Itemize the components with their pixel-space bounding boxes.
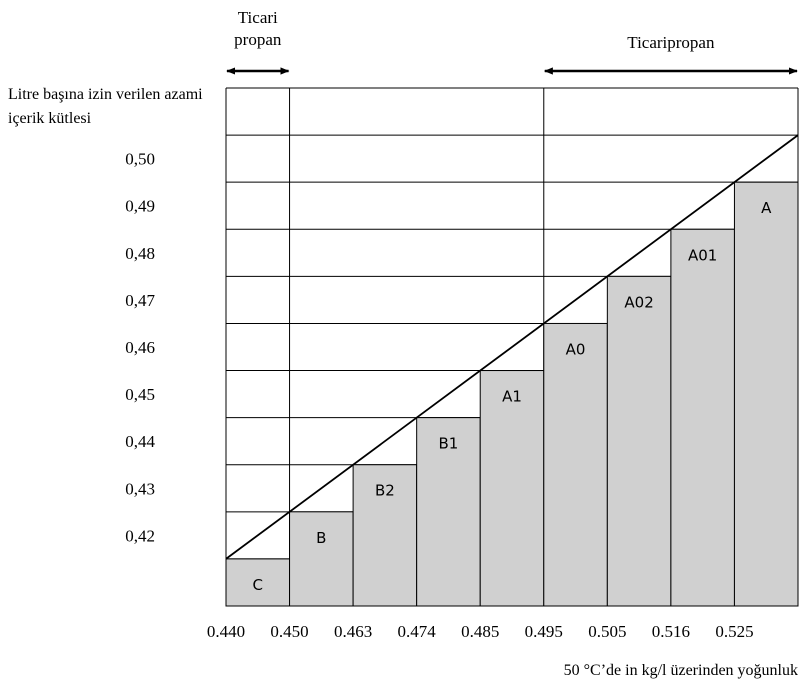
y-tick-label: 0,44 [125,432,155,451]
bars: C B B2 B1 A1 A0 A02 A01 A [225,181,799,607]
x-tick-label: 0.495 [525,622,563,641]
bar-a1 [479,370,545,607]
x-tick-label: 0.525 [715,622,753,641]
y-tick-label: 0,49 [125,197,155,216]
bar-label-a02: A02 [624,293,653,311]
bar-label-b1: B1 [439,435,459,453]
bar-label-b2: B2 [375,482,395,500]
y-tick-label: 0,50 [125,150,155,169]
plot-frame [225,87,799,607]
range-label: Ticari [238,8,278,27]
y-tick-label: 0,43 [125,479,155,498]
y-tick-label: 0,47 [125,291,155,310]
bar-label-b: B [316,529,326,547]
x-tick-label: 0.463 [334,622,372,641]
x-tick-label: 0.516 [652,622,690,641]
bar-label-c: C [253,576,263,594]
range-arrows: Ticaripropan Ticaripropan [226,8,798,75]
y-axis-title: Litre başına izin verilen azami içerik kü… [8,86,203,127]
x-tick-label: 0.440 [207,622,245,641]
bar-a [733,181,799,607]
bar-label-a: A [761,199,772,217]
bar-a02 [606,275,672,607]
labels: 0,50 0,49 0,48 0,47 0,46 0,45 0,44 0,43 0,42 0.44… [8,86,798,679]
bar-b [289,511,354,607]
range-label: propan [234,30,282,49]
bar-label-a0: A0 [566,340,586,358]
x-tick-label: 0.485 [461,622,499,641]
bar-a0 [543,322,608,607]
y-tick-label: 0,46 [125,338,155,357]
x-tick-label: 0.474 [398,622,437,641]
bar-a01 [670,228,735,607]
diagonal-line [225,134,799,560]
bar-label-a01: A01 [688,246,717,264]
x-tick-label: 0.450 [270,622,308,641]
y-tick-label: 0,42 [125,526,155,545]
y-tick-label: 0,45 [125,385,155,404]
bar-label-a1: A1 [502,388,522,406]
x-axis-title: 50 °C’de in kg/l üzerinden yoğunluk [564,662,798,679]
bar-b1 [416,417,481,607]
y-tick-label: 0,48 [125,244,155,263]
x-tick-label: 0.505 [588,622,626,641]
range-label: Ticaripropan [627,33,715,52]
